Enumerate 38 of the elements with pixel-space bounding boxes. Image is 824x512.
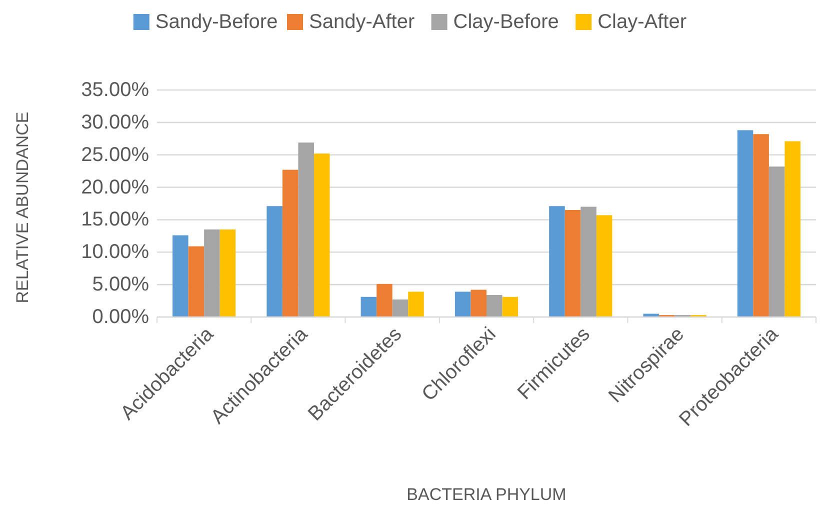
bar: [784, 141, 800, 317]
y-tick-label: 25.00%: [81, 144, 150, 166]
bar: [172, 235, 188, 317]
bar: [204, 229, 220, 317]
bar: [753, 134, 769, 317]
legend-label: Clay-Before: [453, 11, 559, 33]
bar: [486, 294, 502, 317]
y-tick-label: 15.00%: [81, 208, 150, 231]
legend-label: Clay-After: [598, 11, 687, 33]
bar: [266, 206, 282, 317]
bar: [298, 142, 314, 317]
y-tick-label: 0.00%: [92, 306, 150, 328]
y-tick-label: 10.00%: [81, 241, 150, 264]
bar: [408, 292, 424, 317]
bar: [768, 166, 785, 317]
bar: [596, 215, 612, 317]
bar: [454, 292, 471, 317]
bar: [188, 246, 204, 317]
y-tick-label: 35.00%: [81, 79, 150, 101]
bar: [282, 170, 298, 317]
bar: [564, 210, 581, 317]
legend-label: Sandy-Before: [155, 11, 278, 33]
y-tick-label: 30.00%: [81, 111, 150, 134]
bar: [220, 229, 236, 317]
legend-label: Sandy-After: [309, 11, 415, 33]
y-axis-title: RELATIVE ABUNDANCE: [13, 112, 32, 304]
bar: [470, 290, 486, 317]
bar: [314, 154, 330, 317]
bar: [549, 206, 565, 317]
bar: [737, 130, 754, 317]
bar: [580, 206, 596, 317]
x-axis-title: BACTERIA PHYLUM: [406, 485, 566, 504]
y-tick-label: 20.00%: [81, 176, 150, 198]
bar: [392, 299, 408, 317]
bar: [376, 284, 392, 317]
y-tick-label: 5.00%: [92, 274, 150, 296]
bar: [360, 296, 377, 317]
bar: [502, 296, 518, 317]
